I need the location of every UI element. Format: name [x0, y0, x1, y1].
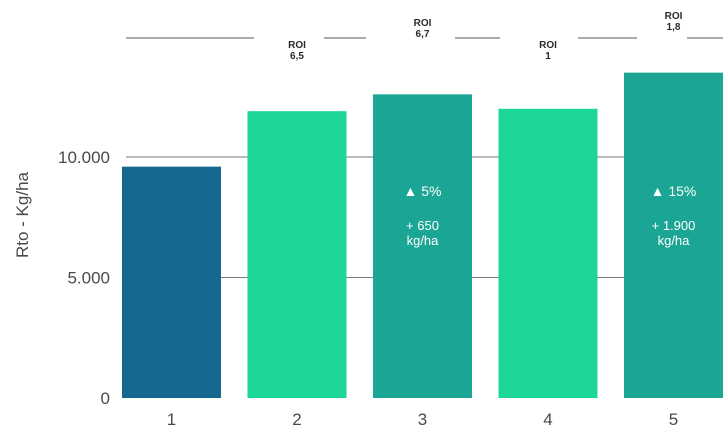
bar-annotation-gain: + 650	[406, 218, 439, 233]
bar	[122, 166, 221, 398]
bar-annotation-percent: ▲ 5%	[404, 183, 442, 199]
roi-label-value: 6,7	[416, 29, 430, 40]
bars	[122, 72, 723, 399]
x-tick-label: 2	[292, 410, 301, 426]
y-tick-label: 10.000	[58, 148, 110, 167]
y-axis-label: Rto - Kg/ha	[13, 171, 32, 258]
bar	[624, 72, 723, 399]
x-tick-label: 4	[543, 410, 552, 426]
bar	[247, 111, 347, 399]
roi-label-value: 1	[545, 51, 551, 62]
y-axis: 0 5.000 10.000	[58, 148, 110, 408]
roi-label-value: 6,5	[290, 51, 304, 62]
roi-label-title: ROI	[665, 11, 683, 22]
x-tick-label: 5	[669, 410, 678, 426]
bar-annotation-unit: kg/ha	[658, 233, 691, 248]
y-tick-label: 5.000	[67, 269, 110, 288]
bar	[498, 108, 598, 399]
roi-label-title: ROI	[539, 40, 557, 51]
x-tick-label: 1	[167, 410, 176, 426]
bar	[373, 94, 472, 398]
bar-annotation-gain: + 1.900	[652, 218, 696, 233]
roi-label-value: 1,8	[667, 22, 681, 33]
y-tick-label: 0	[101, 389, 110, 408]
bar-annotation-unit: kg/ha	[407, 233, 440, 248]
roi-label-title: ROI	[288, 40, 306, 51]
roi-label-title: ROI	[414, 18, 432, 29]
x-tick-label: 3	[418, 410, 427, 426]
bar-annotation-percent: ▲ 15%	[651, 183, 697, 199]
x-axis: 1 2 3 4 5	[167, 410, 678, 426]
